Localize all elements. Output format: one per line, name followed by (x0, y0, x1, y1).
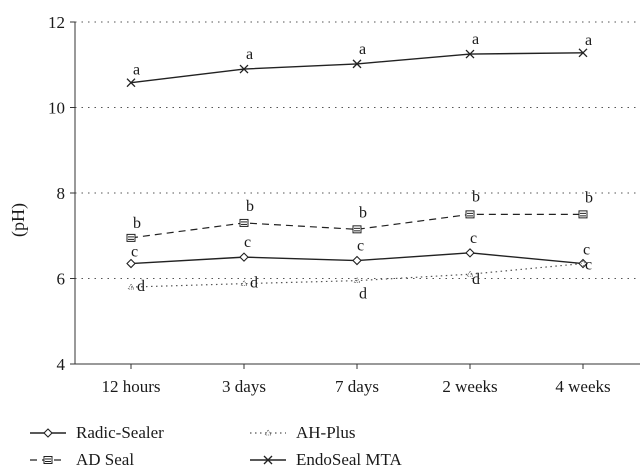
x-tick-label: 4 weeks (555, 377, 610, 396)
data-point (127, 283, 135, 290)
data-point (465, 49, 475, 59)
significance-letter: d (359, 286, 367, 303)
x-tick-label: 7 days (335, 377, 379, 396)
data-point (352, 225, 362, 234)
legend-label: EndoSeal MTA (296, 450, 403, 469)
significance-letter: b (133, 215, 141, 232)
legend-item: AH-Plus (250, 423, 356, 442)
y-tick-label: 12 (48, 13, 65, 32)
legend-marker (43, 456, 53, 464)
data-point (352, 255, 362, 266)
significance-letter: d (137, 278, 145, 295)
legend-label: AH-Plus (296, 423, 356, 442)
legend-marker (263, 455, 273, 465)
data-point (352, 59, 362, 69)
significance-letter: c (131, 244, 138, 261)
significance-letter: d (250, 275, 258, 292)
significance-letter: a (359, 41, 366, 58)
data-point (126, 258, 136, 269)
y-tick-label: 8 (57, 184, 66, 203)
y-ticks: 4 6 8 10 12 (48, 13, 75, 374)
significance-letter: c (470, 230, 477, 247)
data-point (466, 270, 474, 277)
legend-label: Radic-Sealer (76, 423, 164, 442)
significance-letter: b (359, 204, 367, 221)
x-tick-label: 12 hours (101, 377, 160, 396)
significance-letter: c (585, 257, 592, 274)
x-tick-label: 2 weeks (442, 377, 497, 396)
significance-letter: d (472, 271, 480, 288)
significance-letter: a (585, 32, 592, 49)
y-tick-label: 4 (57, 355, 66, 374)
y-tick-label: 6 (57, 270, 66, 289)
y-tick-label: 10 (48, 99, 65, 118)
data-point (465, 248, 475, 258)
data-point (578, 210, 588, 219)
y-axis-title: (pH) (8, 203, 29, 237)
legend-item: Radic-Sealer (30, 423, 164, 442)
significance-letter: a (246, 46, 253, 63)
legend-item: EndoSeal MTA (250, 450, 403, 469)
series-markers (126, 48, 588, 290)
significance-letter: a (472, 31, 479, 48)
series-line-ad-seal (130, 213, 583, 239)
data-point (126, 233, 136, 242)
significance-letter: b (246, 198, 254, 215)
data-point (578, 258, 588, 269)
data-point (126, 78, 136, 88)
data-point (239, 252, 249, 262)
legend-label: AD Seal (76, 450, 134, 469)
legend: Radic-Sealer AD Seal AH-Plus EndoSeal MTA (30, 423, 403, 469)
data-point (353, 276, 361, 284)
data-point (239, 64, 249, 74)
significance-letter: a (133, 62, 140, 79)
data-point (465, 210, 475, 219)
significance-letter: c (244, 234, 251, 251)
data-point (578, 48, 588, 58)
data-point (240, 279, 248, 287)
legend-item: AD Seal (30, 450, 134, 469)
significance-letter: b (585, 189, 593, 206)
x-tick-label: 3 days (222, 377, 266, 396)
series-line-endoseal-mta (130, 52, 584, 84)
data-point (239, 218, 249, 227)
x-ticks: 12 hours 3 days 7 days 2 weeks 4 weeks (101, 364, 611, 396)
significance-letter: b (472, 188, 480, 205)
series-line-ah-plus (130, 262, 584, 288)
legend-marker (43, 428, 53, 438)
significance-letter: c (583, 242, 590, 259)
legend-marker (264, 429, 272, 436)
data-point (579, 259, 587, 266)
significance-letter: c (357, 238, 364, 255)
